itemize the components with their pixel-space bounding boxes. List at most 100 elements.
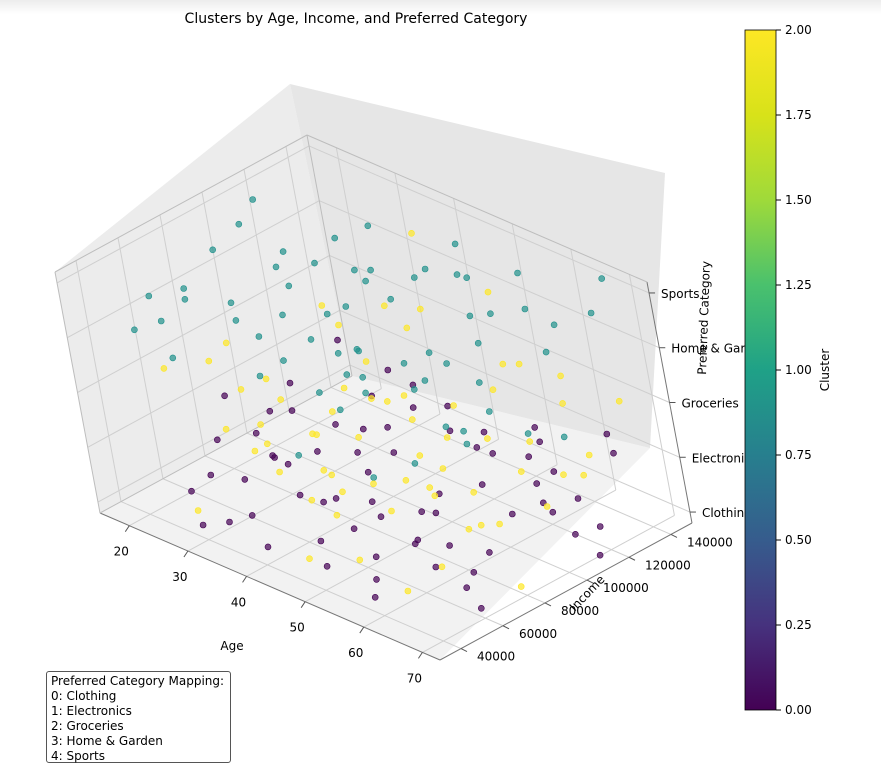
data-point-cluster-2: [408, 416, 416, 423]
back-right-pane: [290, 84, 665, 448]
x-tick: [300, 601, 306, 608]
data-point-cluster-2: [585, 451, 593, 459]
data-point-cluster-1: [485, 408, 493, 415]
legend-title: Preferred Category Mapping:: [51, 674, 225, 688]
data-point-cluster-2: [262, 375, 270, 383]
data-point-cluster-1: [180, 285, 187, 292]
pane-edge: [99, 375, 353, 514]
data-point-cluster-1: [474, 339, 482, 347]
data-point-cluster-1: [279, 311, 286, 319]
data-point-cluster-0: [574, 495, 582, 502]
data-point-cluster-2: [308, 496, 316, 504]
data-point-cluster-0: [284, 460, 292, 468]
grid-line: [67, 200, 320, 339]
colorbar-tick-label: 1.00: [785, 363, 812, 377]
data-point-cluster-1: [353, 345, 361, 353]
data-point-cluster-2: [489, 386, 497, 394]
data-point-cluster-0: [264, 543, 272, 551]
data-point-cluster-1: [524, 430, 532, 437]
data-point-cluster-2: [370, 480, 377, 488]
y-axis-line: [439, 522, 693, 661]
data-point-cluster-2: [517, 583, 525, 590]
data-point-cluster-0: [350, 525, 358, 533]
data-point-cluster-2: [438, 563, 446, 571]
data-point-cluster-0: [446, 427, 454, 435]
data-point-cluster-0: [332, 495, 340, 502]
data-point-cluster-1: [169, 354, 177, 362]
data-point-cluster-2: [465, 525, 473, 533]
data-point-cluster-2: [431, 492, 439, 500]
data-point-cluster-2: [263, 440, 271, 448]
tick-labels: 20 30 40 50 60 70 40000 60000 80000 100000 120000 1…: [114, 287, 768, 685]
data-point-cluster-0: [373, 576, 380, 583]
data-point-cluster-0: [414, 536, 422, 544]
data-point-cluster-0: [368, 498, 376, 506]
data-point-cluster-0: [323, 562, 331, 570]
data-point-cluster-1: [255, 333, 263, 340]
x-axis-line: [99, 512, 441, 661]
data-point-cluster-2: [222, 339, 230, 347]
data-point-cluster-2: [557, 372, 564, 380]
data-point-cluster-2: [543, 503, 551, 510]
data-point-cluster-0: [334, 336, 341, 344]
data-point-cluster-1: [342, 303, 350, 310]
data-point-cluster-0: [372, 553, 380, 561]
data-point-cluster-2: [400, 392, 408, 399]
y-tick-label: 100000: [603, 581, 649, 595]
y-tick: [460, 648, 468, 653]
data-point-cluster-1: [453, 271, 461, 278]
data-point-cluster-2: [251, 447, 259, 455]
legend-item: 4: Sports: [51, 749, 105, 763]
data-point-cluster-0: [271, 454, 278, 461]
data-point-cluster-2: [470, 488, 478, 496]
data-point-cluster-1: [343, 371, 351, 378]
data-point-cluster-2: [333, 511, 341, 519]
grid-line: [97, 364, 351, 503]
data-point-cluster-2: [339, 488, 346, 496]
data-point-cluster-2: [408, 230, 415, 237]
data-point-cluster-1: [279, 248, 287, 255]
pane-edge: [54, 271, 101, 514]
data-point-cluster-1: [316, 389, 323, 396]
floor-pane: [100, 376, 650, 660]
data-point-cluster-2: [356, 556, 364, 564]
data-point-cluster-1: [272, 263, 280, 271]
chart-title: Clusters by Age, Income, and Preferred C…: [185, 11, 528, 27]
data-point-cluster-2: [443, 434, 451, 441]
data-point-cluster-0: [470, 568, 478, 576]
grid-line: [162, 478, 504, 627]
data-point-cluster-1: [463, 440, 471, 448]
data-point-cluster-2: [318, 302, 326, 309]
data-point-cluster-2: [560, 471, 567, 479]
data-point-cluster-0: [288, 407, 296, 414]
data-point-cluster-1: [227, 299, 235, 307]
data-point-cluster-1: [521, 305, 529, 313]
data-point-cluster-1: [451, 240, 459, 248]
y-tick-label: 120000: [645, 558, 691, 572]
data-point-cluster-2: [517, 468, 525, 475]
axis-lines: [54, 134, 693, 661]
colorbar-tick-label: 1.75: [785, 108, 812, 122]
data-point-cluster-2: [402, 476, 410, 484]
data-point-cluster-2: [450, 402, 457, 409]
window-top-strip: [0, 0, 881, 14]
data-point-cluster-0: [371, 593, 379, 601]
data-point-cluster-1: [232, 317, 240, 324]
y-tick-label: 60000: [519, 627, 557, 641]
data-point-cluster-2: [194, 507, 202, 514]
data-point-cluster-2: [205, 357, 213, 365]
data-point-cluster-2: [426, 484, 434, 491]
data-point-cluster-1: [542, 348, 550, 356]
colorbar-tick-label: 2.00: [785, 23, 812, 37]
x-tick: [183, 550, 189, 558]
z-tick-label: Electronics: [692, 451, 757, 465]
y-tick-label: 40000: [477, 650, 515, 664]
colorbar-tick-label: 0.50: [785, 533, 812, 547]
x-tick-label: 60: [348, 646, 363, 660]
data-point-cluster-0: [226, 518, 233, 526]
data-point-cluster-0: [214, 436, 221, 444]
data-point-cluster-0: [364, 468, 372, 476]
data-point-cluster-0: [320, 498, 327, 506]
data-point-cluster-0: [603, 430, 611, 438]
data-point-cluster-0: [317, 537, 325, 545]
